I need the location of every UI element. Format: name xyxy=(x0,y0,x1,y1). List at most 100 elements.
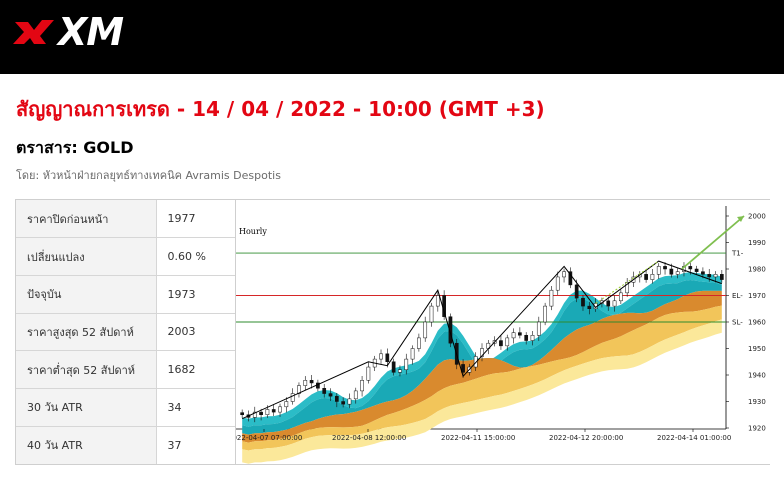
candle-body xyxy=(360,380,364,392)
candle-body xyxy=(555,276,560,291)
candle-body xyxy=(669,268,674,275)
candle-body xyxy=(353,390,358,400)
candle-body xyxy=(518,332,522,336)
level-label: SL- xyxy=(732,319,743,327)
candle-body xyxy=(675,271,680,275)
level-label: EL- xyxy=(732,292,743,300)
stat-label: ราคาต่ำสุด 52 สัปดาห์ xyxy=(16,350,157,389)
zigzag-line xyxy=(241,260,722,420)
candle-body xyxy=(429,305,434,323)
candle-body xyxy=(473,356,478,368)
ma-band xyxy=(242,290,722,443)
candle-body xyxy=(417,337,421,349)
chart-canvas: Hourly T1- EL- SL- 1920 1930 1940 1950 1960 1970 1… xyxy=(236,200,770,464)
page-title: สัญญาณการเทรด - 14 / 04 / 2022 - 10:00 (… xyxy=(16,97,545,121)
x-tick-label: 2022-04-08 12:00:00 xyxy=(332,434,406,442)
y-tick-label: 1990 xyxy=(748,239,766,247)
y-tick-label: 1950 xyxy=(748,345,766,353)
stats-row: ราคาปิดก่อนหน้า 1977 xyxy=(16,200,235,239)
candle-body xyxy=(271,409,276,413)
candle-body xyxy=(303,380,308,386)
y-tick-label: 1980 xyxy=(748,266,766,274)
candle-body xyxy=(278,406,282,413)
stats-table: ราคาปิดก่อนหน้า 1977 เปลี่ยนแปลง 0.60 % ปัจจ… xyxy=(16,200,235,464)
stat-value: 37 xyxy=(156,426,235,464)
stat-label: ราคาปิดก่อนหน้า xyxy=(16,200,157,239)
candle-body xyxy=(543,305,547,323)
x-tick-label: 2022-04-12 20:00:00 xyxy=(549,434,623,442)
candle-body xyxy=(461,364,465,373)
candle-body xyxy=(423,321,428,339)
stats-row: เปลี่ยนแปลง 0.60 % xyxy=(16,237,235,276)
candle-body xyxy=(524,335,529,341)
logo-text: XM xyxy=(58,10,124,54)
stat-label: ราคาสูงสุด 52 สัปดาห์ xyxy=(16,313,157,352)
projection-dashed xyxy=(595,260,660,304)
candle-body xyxy=(391,361,396,373)
x-tick-label: 2022-04-07 07:00:00 xyxy=(236,434,302,442)
candle-body xyxy=(404,358,409,370)
candle-body xyxy=(719,274,724,280)
stat-label: เปลี่ยนแปลง xyxy=(16,237,157,276)
y-tick-label: 2000 xyxy=(748,213,766,221)
candle-body xyxy=(587,305,592,309)
chart-title: Hourly xyxy=(239,227,267,236)
candle-body xyxy=(581,297,585,307)
stats-row: 30 วัน ATR 34 xyxy=(16,388,235,427)
candle-body xyxy=(606,300,611,307)
ma-band xyxy=(242,319,722,464)
stat-value: 34 xyxy=(156,388,235,427)
candle-body xyxy=(309,380,314,384)
y-tick-label: 1940 xyxy=(748,372,766,380)
ma-band xyxy=(242,280,722,435)
candle-body xyxy=(536,321,541,336)
projection-arrow xyxy=(681,215,745,270)
stats-row: ราคาต่ำสุด 52 สัปดาห์ 1682 xyxy=(16,350,235,389)
candle-body xyxy=(410,348,415,360)
candle-body xyxy=(707,274,712,278)
x-tick-label: 2022-04-14 01:00:00 xyxy=(657,434,731,442)
candle-body xyxy=(511,332,516,339)
instrument-heading: ตราสาร: GOLD xyxy=(16,138,134,157)
candle-body xyxy=(284,401,289,408)
stat-label: 30 วัน ATR xyxy=(16,388,157,427)
candle-body xyxy=(713,274,718,278)
projection-arrowhead xyxy=(737,216,744,222)
level-label: T1- xyxy=(731,250,744,258)
stat-value: 1682 xyxy=(156,350,235,389)
candle-body xyxy=(385,353,390,363)
stats-row: ราคาสูงสุด 52 สัปดาห์ 2003 xyxy=(16,313,235,352)
logo-mark-icon xyxy=(13,20,54,44)
stat-value: 1973 xyxy=(156,275,235,314)
candle-body xyxy=(663,266,667,270)
x-tick-label: 2022-04-11 15:00:00 xyxy=(441,434,515,442)
candle-body xyxy=(619,292,623,302)
candle-body xyxy=(252,411,257,418)
candle-body xyxy=(341,401,345,405)
ma-band xyxy=(242,305,722,451)
y-tick-label: 1970 xyxy=(748,292,766,300)
candle-body xyxy=(240,412,245,416)
candle-body xyxy=(442,295,446,317)
candle-body xyxy=(549,289,554,307)
candle-body xyxy=(530,335,535,341)
candle-body xyxy=(574,284,579,299)
candle-body xyxy=(650,274,655,280)
candle-body xyxy=(398,369,402,373)
candle-body xyxy=(694,268,699,272)
candle-body xyxy=(562,271,566,278)
candle-body xyxy=(366,366,371,381)
candle-body xyxy=(347,398,352,405)
candle-body xyxy=(334,395,339,402)
candle-body xyxy=(625,282,630,294)
candle-body xyxy=(290,393,295,402)
stat-value: 2003 xyxy=(156,313,235,352)
header-bar: XM xyxy=(0,0,784,74)
candle-body xyxy=(701,271,705,275)
xm-logo[interactable]: XM xyxy=(12,10,132,54)
hourly-chart: Hourly T1- EL- SL- 1920 1930 1940 1950 1960 1970 1… xyxy=(235,200,770,464)
candle-body xyxy=(568,271,573,286)
stat-value: 0.60 % xyxy=(156,237,235,276)
stat-value: 1977 xyxy=(156,200,235,239)
candle-body xyxy=(379,353,383,360)
